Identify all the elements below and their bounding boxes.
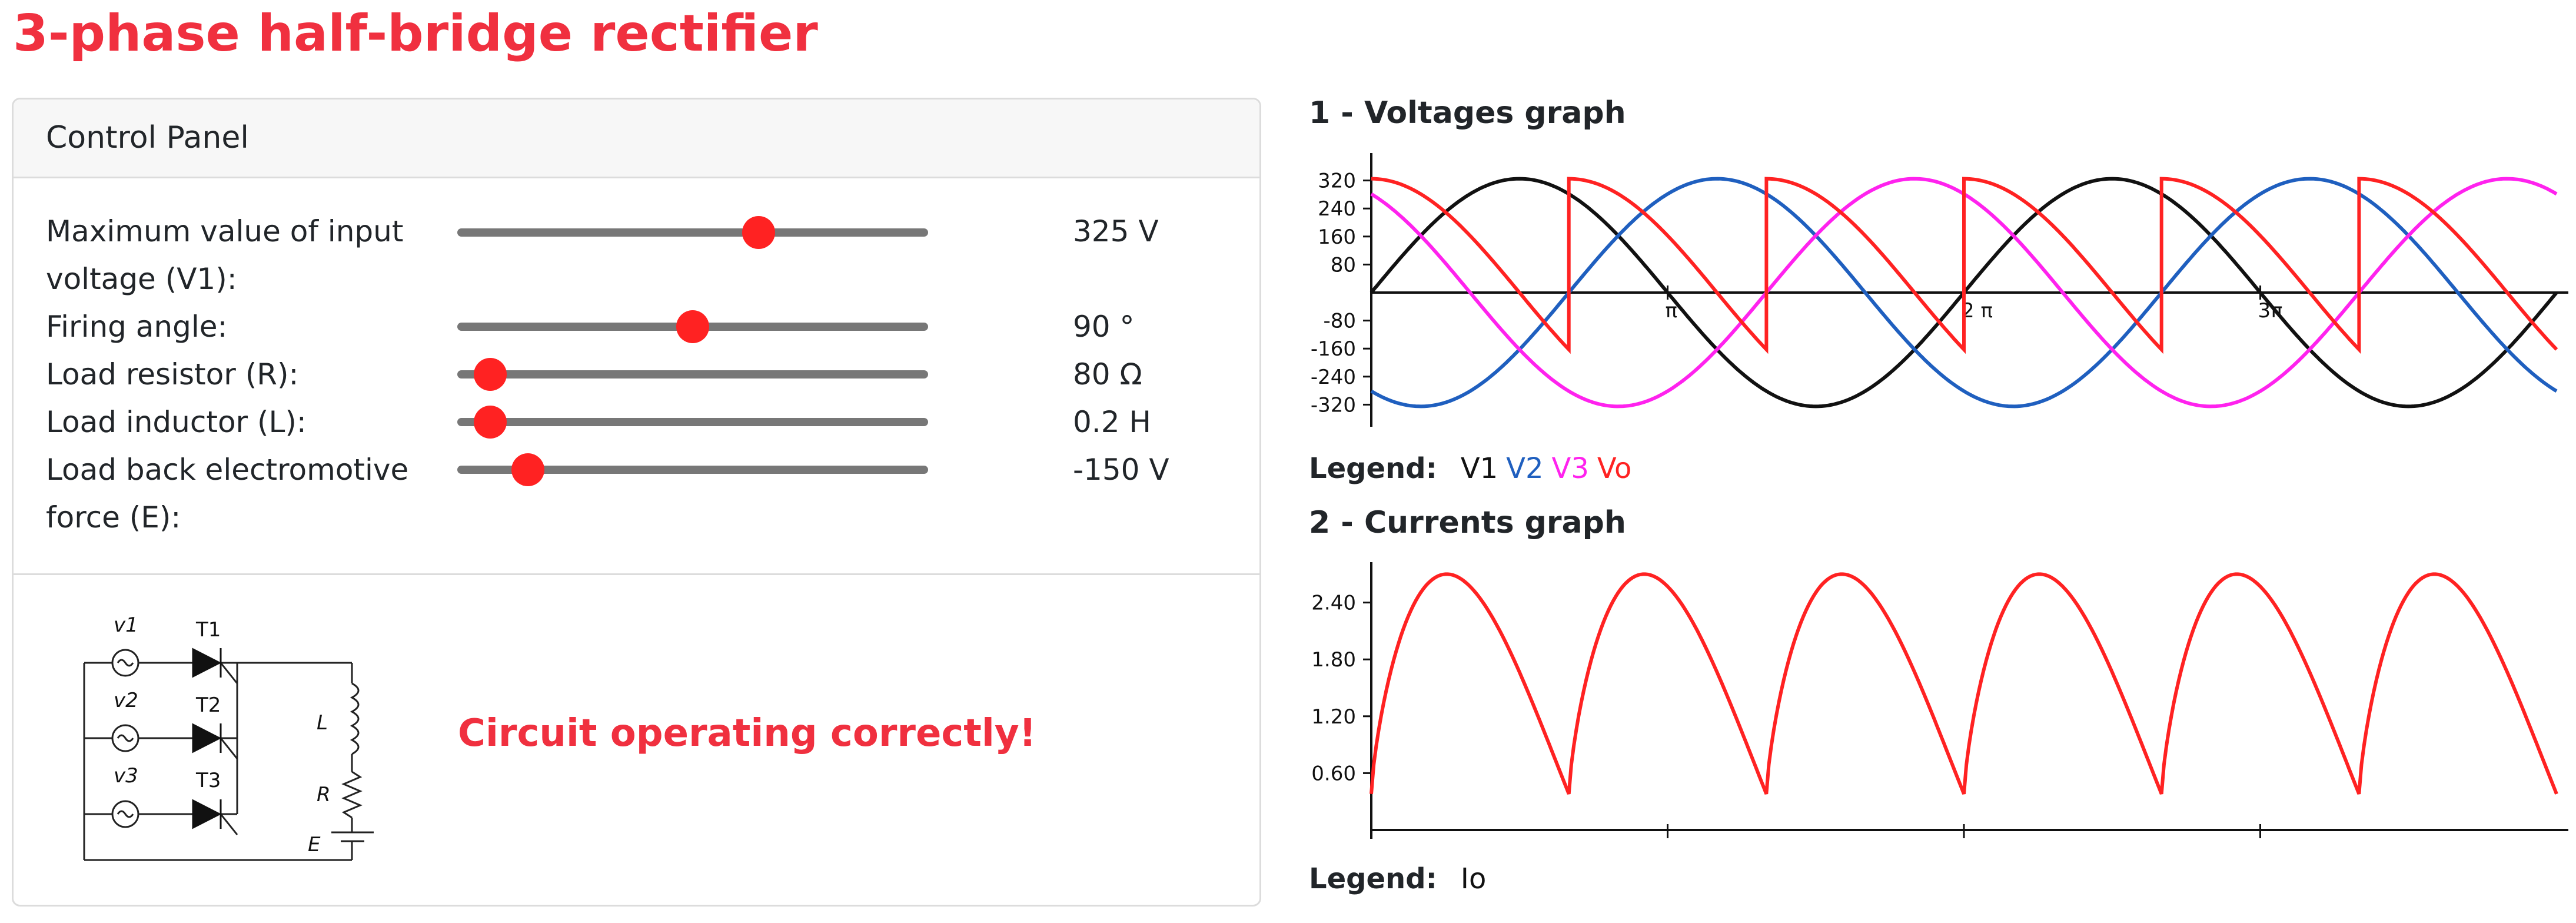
page-title: 3-phase half-bridge rectifier: [13, 4, 818, 63]
y-tick-label: 240: [1318, 197, 1356, 221]
y-tick-label: -160: [1311, 337, 1356, 361]
y-tick-label: 2.40: [1311, 592, 1356, 615]
voltage-value: 325 V: [1073, 214, 1159, 248]
source-label-v1: v1: [114, 613, 138, 637]
controls-area: Maximum value of input voltage (V1): 325…: [14, 178, 1259, 673]
x-tick-label: π: [1666, 299, 1677, 323]
panel-divider: [14, 573, 1259, 575]
voltage-slider[interactable]: [457, 216, 928, 249]
x-tick-label: 2 π: [1962, 299, 1993, 323]
y-tick-label: -320: [1311, 393, 1356, 417]
source-label-v3: v3: [114, 764, 138, 788]
source-label-v2: v2: [114, 689, 138, 712]
control-panel: Control Panel Maximum value of input vol…: [12, 98, 1261, 907]
inductor-label-l: L: [317, 711, 328, 735]
voltages-graph-title: 1 - Voltages graph: [1309, 95, 1626, 131]
thyristor-label-t3: T3: [195, 769, 221, 792]
control-panel-header: Control Panel: [14, 99, 1259, 178]
resistor-value: 80 Ω: [1073, 357, 1142, 391]
y-tick-label: 320: [1318, 170, 1356, 193]
emf-value: -150 V: [1073, 453, 1169, 487]
emf-label-e: E: [308, 833, 321, 856]
firing-angle-value: 90 °: [1073, 310, 1135, 344]
y-tick-label: 1.20: [1311, 705, 1356, 729]
status-message: Circuit operating correctly!: [458, 712, 1036, 755]
resistor-label: Load resistor (R):: [46, 357, 299, 391]
resistor-slider[interactable]: [457, 358, 928, 391]
legend-vo: Vo: [1597, 452, 1632, 485]
legend-v2: V2: [1506, 452, 1544, 485]
emf-label: Load back electromotive force (E):: [46, 453, 409, 534]
y-tick-label: 80: [1331, 253, 1356, 277]
emf-slider-thumb[interactable]: [511, 453, 544, 486]
voltages-legend: Legend: V1 V2 V3 Vo: [1309, 452, 1640, 485]
inductor-slider[interactable]: [457, 406, 928, 439]
currents-legend: Legend: Io: [1309, 862, 1494, 895]
voltage-label: Maximum value of input voltage (V1):: [46, 214, 404, 296]
y-tick-label: 1.80: [1311, 648, 1356, 672]
y-tick-label: -80: [1323, 310, 1356, 333]
legend-io: Io: [1460, 862, 1487, 895]
circuit-diagram: v1 v2 v3 T1 T2 T3 L R E: [83, 613, 374, 861]
inductor-label: Load inductor (L):: [46, 405, 307, 439]
thyristor-label-t2: T2: [195, 693, 221, 717]
y-tick-label: -240: [1311, 366, 1356, 389]
y-tick-label: 0.60: [1311, 762, 1356, 785]
inductor-slider-thumb[interactable]: [474, 406, 507, 439]
currents-legend-label: Legend:: [1309, 862, 1437, 895]
resistor-label-r: R: [317, 783, 331, 806]
legend-v1: V1: [1460, 452, 1498, 485]
inductor-value: 0.2 H: [1073, 405, 1152, 439]
emf-slider[interactable]: [457, 453, 928, 486]
currents-graph-title: 2 - Currents graph: [1309, 505, 1626, 540]
series-io: [1370, 572, 2558, 795]
voltage-slider-thumb[interactable]: [742, 216, 775, 249]
thyristor-label-t1: T1: [195, 618, 221, 642]
firing-angle-label: Firing angle:: [46, 310, 228, 344]
voltages-legend-label: Legend:: [1309, 452, 1437, 485]
currents-chart: 0.60 1.20 1.80 2.40: [1311, 562, 2568, 839]
series-vo: [1371, 177, 2558, 354]
y-tick-label: 160: [1318, 225, 1356, 249]
firing-angle-slider-thumb[interactable]: [676, 310, 709, 343]
legend-v3: V3: [1551, 452, 1589, 485]
firing-angle-slider[interactable]: [457, 310, 928, 343]
resistor-slider-thumb[interactable]: [474, 358, 507, 391]
